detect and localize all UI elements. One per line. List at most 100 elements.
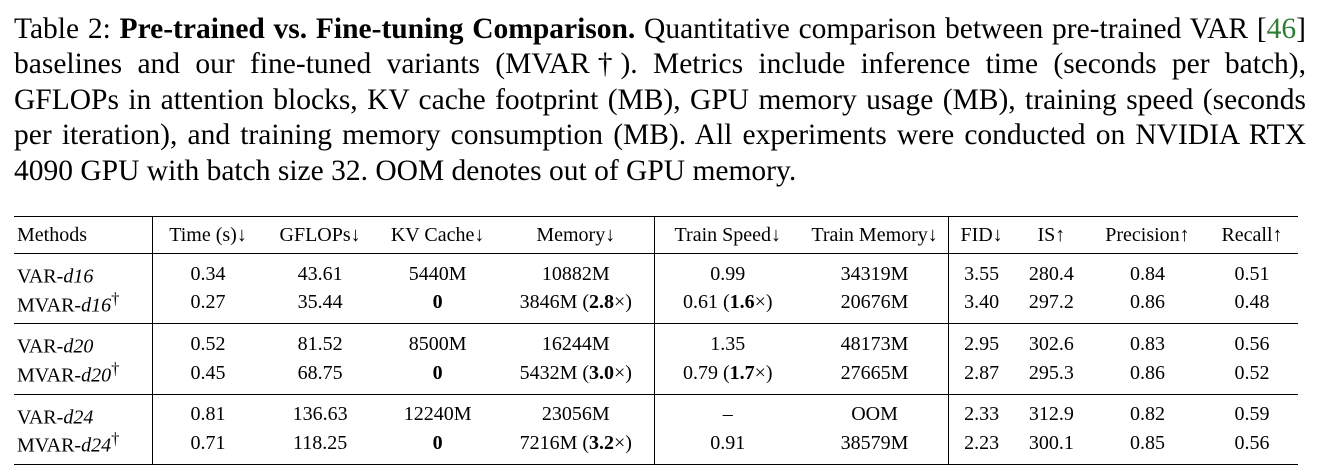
- is-cell: 280.4: [1028, 262, 1074, 285]
- train-speed-ratio-suffix: ×): [754, 361, 773, 384]
- time-cell: 0.71: [190, 432, 226, 455]
- method-cell: MVAR-d20†: [14, 358, 154, 395]
- header-row: Methods Time (s)↓ GFLOPs↓ KV Cache↓ Memo…: [14, 216, 1298, 254]
- caption-text-1: Quantitative comparison between pre-trai…: [644, 13, 1267, 45]
- header-kv-cache: KV Cache↓: [377, 216, 498, 254]
- time-cell: 0.52: [190, 333, 226, 356]
- caption-text-2: ] baselines and our fine-tuned variants …: [14, 13, 1306, 187]
- memory-ratio: 2.8: [589, 291, 615, 314]
- fid-cell: 2.33: [964, 403, 1000, 426]
- gflops-cell: 43.61: [297, 262, 343, 285]
- table-group-d24: VAR-d24 0.81 136.63 12240M 23056M – OOM 2.33 312…: [14, 394, 1298, 465]
- gflops-cell: 136.63: [292, 403, 348, 426]
- gflops-cell: 118.25: [292, 432, 348, 455]
- train-speed-cell: 0.79 (1.7×): [654, 359, 800, 394]
- gflops-cell: 35.44: [297, 291, 343, 314]
- memory-cell: 10882M: [497, 253, 655, 289]
- fid-cell: 2.23: [964, 432, 1000, 455]
- train-speed-cell: 0.61 (1.6×): [654, 289, 800, 324]
- precision-cell: 0.84: [1129, 262, 1165, 285]
- memory-cell: 16244M: [497, 323, 655, 359]
- citation-link[interactable]: 46: [1266, 13, 1297, 45]
- precision-cell: 0.86: [1129, 291, 1165, 314]
- memory-ratio-suffix: ×): [614, 361, 632, 384]
- train-speed-value: 0.79 (: [682, 361, 730, 384]
- train-memory-cell: OOM: [800, 394, 950, 430]
- method-prefix: VAR-: [17, 406, 64, 429]
- memory-value: 7216M (: [519, 432, 590, 455]
- memory-value: 5432M (: [519, 361, 590, 384]
- train-memory-cell: 27665M: [800, 358, 950, 395]
- header-recall: Recall↑: [1205, 216, 1298, 254]
- header-precision: Precision↑: [1088, 216, 1206, 254]
- fid-cell: 2.87: [964, 361, 1000, 384]
- header-memory: Memory↓: [497, 216, 655, 254]
- train-speed-cell: 0.99: [654, 254, 800, 289]
- memory-ratio-suffix: ×): [614, 432, 632, 455]
- fid-cell: 2.95: [964, 333, 1000, 356]
- table-row: VAR-d24 0.81 136.63 12240M 23056M – OOM 2.33 312…: [14, 394, 1298, 430]
- recall-cell: 0.48: [1234, 291, 1270, 314]
- recall-cell: 0.56: [1234, 432, 1270, 455]
- method-depth: d24: [63, 406, 94, 429]
- header-is: IS↑: [1013, 216, 1089, 254]
- is-cell: 302.6: [1028, 333, 1074, 356]
- train-speed-value: –: [722, 403, 733, 426]
- header-train-speed: Train Speed↓: [654, 216, 801, 254]
- is-cell: 297.2: [1028, 291, 1074, 314]
- header-train-memory: Train Memory↓: [800, 216, 950, 254]
- table-group-d16: VAR-d16 0.34 43.61 5440M 10882M 0.99 34319M 3.5…: [14, 253, 1298, 324]
- train-speed-ratio: 1.7: [729, 361, 755, 384]
- header-time: Time (s)↓: [152, 216, 263, 254]
- comparison-table: Methods Time (s)↓ GFLOPs↓ KV Cache↓ Memo…: [14, 216, 1298, 465]
- header-fid: FID↓: [948, 216, 1014, 254]
- precision-cell: 0.82: [1129, 403, 1165, 426]
- train-memory-cell: 20676M: [800, 288, 950, 324]
- method-cell: VAR-d20: [14, 323, 154, 359]
- train-memory-cell: 38579M: [800, 429, 950, 465]
- kv-cache-cell: 0: [432, 432, 443, 455]
- train-speed-value: 0.99: [710, 262, 746, 285]
- method-dagger: †: [111, 288, 120, 308]
- kv-cache-cell: 0: [432, 291, 443, 314]
- train-speed-ratio: 1.6: [729, 291, 755, 314]
- table-row: MVAR-d16† 0.27 35.44 0 3846M (2.8×) 0.61 (1.6…: [14, 288, 1298, 324]
- caption-title: Pre-trained vs. Fine-tuning Comparison.: [119, 13, 636, 45]
- caption-label: Table 2:: [14, 13, 111, 45]
- kv-cache-cell: 0: [432, 361, 443, 384]
- gflops-cell: 68.75: [297, 361, 343, 384]
- method-depth: d20: [81, 364, 112, 387]
- train-speed-value: 0.91: [710, 432, 746, 455]
- kv-cache-cell: 5440M: [408, 262, 467, 285]
- train-speed-cell: –: [654, 394, 800, 429]
- method-cell: VAR-d24: [14, 394, 154, 430]
- recall-cell: 0.56: [1234, 333, 1270, 356]
- table-row: VAR-d16 0.34 43.61 5440M 10882M 0.99 34319M 3.5…: [14, 253, 1298, 289]
- train-speed-value: 0.61 (: [682, 291, 730, 314]
- method-prefix: MVAR-: [17, 294, 82, 317]
- time-cell: 0.45: [190, 361, 226, 384]
- memory-value: 10882M: [541, 262, 610, 285]
- method-cell: VAR-d16: [14, 253, 154, 289]
- memory-ratio: 3.2: [589, 432, 615, 455]
- table-caption: Table 2: Pre-trained vs. Fine-tuning Com…: [14, 12, 1306, 189]
- memory-ratio-suffix: ×): [614, 291, 632, 314]
- method-cell: MVAR-d16†: [14, 288, 154, 324]
- method-dagger: †: [111, 358, 120, 378]
- method-dagger: †: [111, 429, 120, 449]
- memory-cell: 23056M: [497, 394, 655, 430]
- kv-cache-cell: 8500M: [408, 333, 467, 356]
- fid-cell: 3.40: [964, 291, 1000, 314]
- recall-cell: 0.51: [1234, 262, 1270, 285]
- is-cell: 300.1: [1028, 432, 1074, 455]
- memory-cell: 7216M (3.2×): [497, 429, 655, 465]
- kv-cache-cell: 12240M: [403, 403, 472, 426]
- memory-cell: 3846M (2.8×): [497, 288, 655, 324]
- precision-cell: 0.86: [1129, 361, 1165, 384]
- time-cell: 0.34: [190, 262, 226, 285]
- memory-value: 16244M: [541, 333, 610, 356]
- memory-ratio: 3.0: [589, 361, 615, 384]
- method-depth: d20: [63, 335, 94, 358]
- memory-cell: 5432M (3.0×): [497, 358, 655, 395]
- precision-cell: 0.85: [1129, 432, 1165, 455]
